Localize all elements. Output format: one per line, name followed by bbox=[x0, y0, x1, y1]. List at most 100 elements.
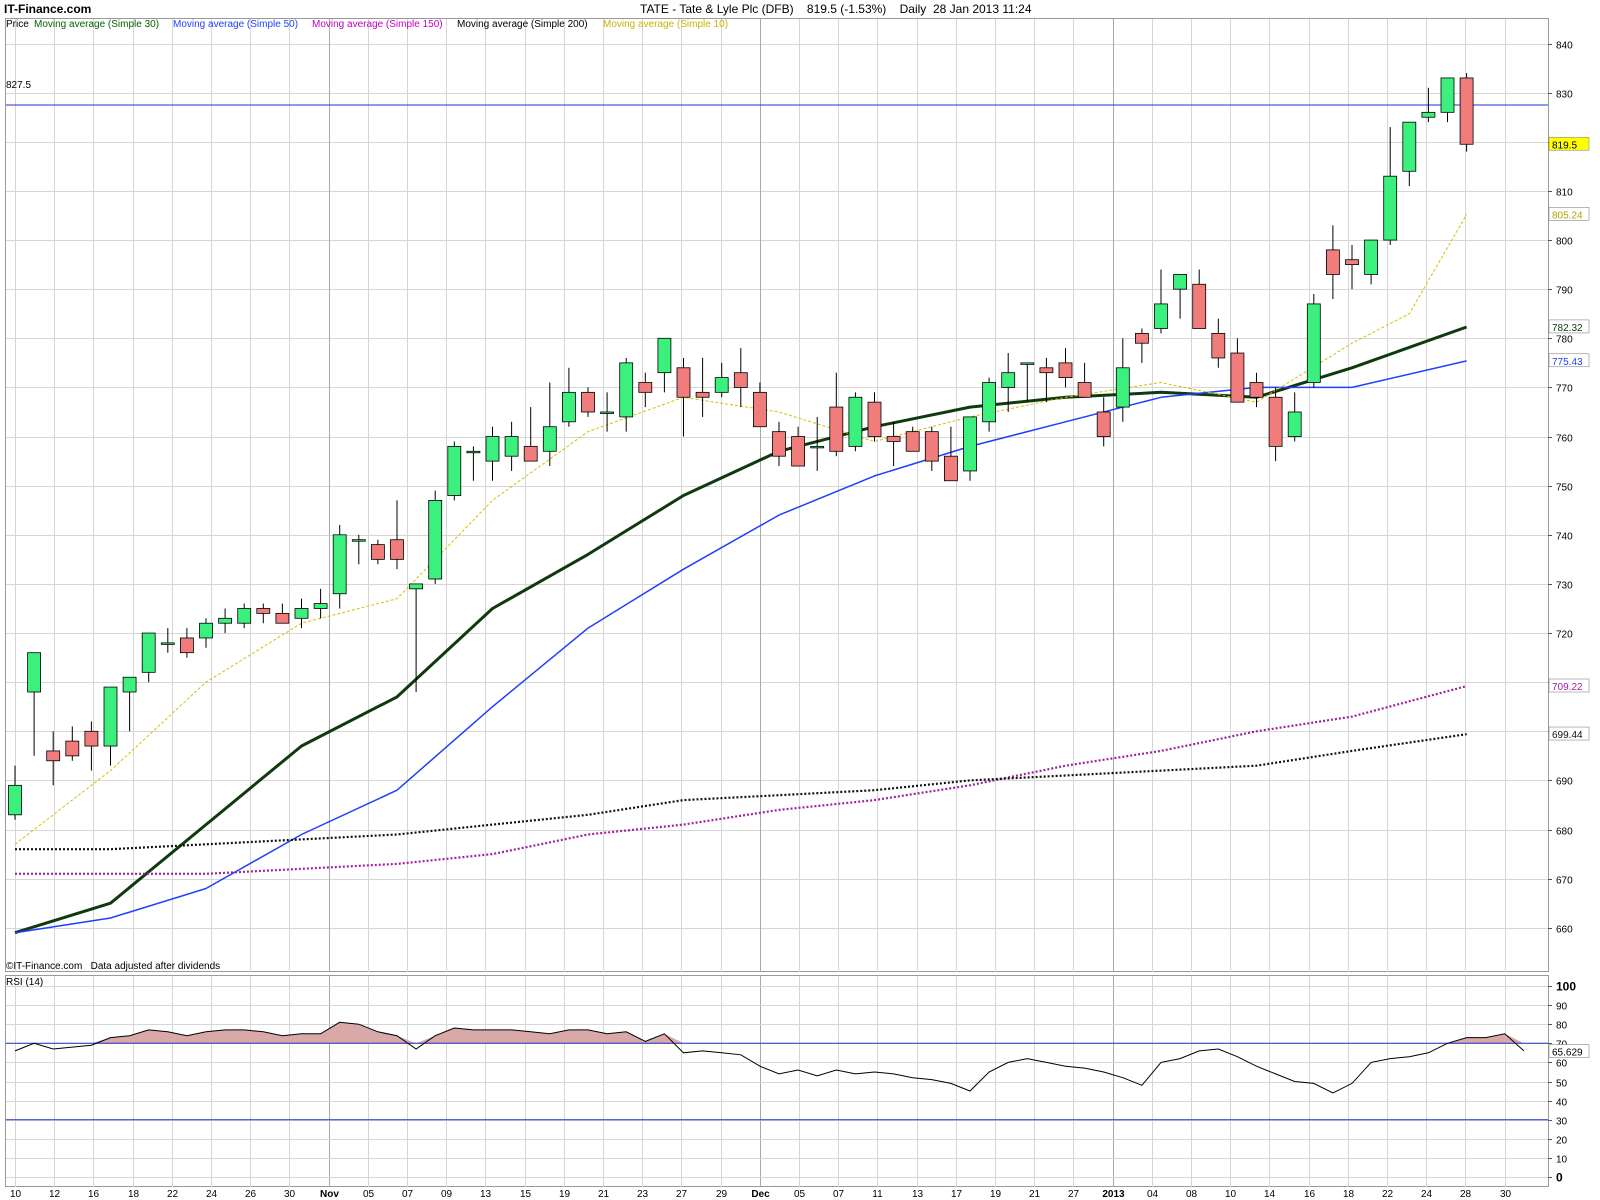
candle bbox=[600, 392, 614, 432]
candle bbox=[1096, 397, 1111, 447]
candle-body-up bbox=[619, 362, 634, 418]
candle bbox=[867, 392, 882, 442]
candle bbox=[1230, 338, 1245, 403]
x-tick-label: 05 bbox=[363, 1189, 375, 1200]
candle bbox=[256, 603, 271, 624]
price-tick-label: 720 bbox=[1556, 630, 1573, 641]
rsi-value-tag-label: 65.629 bbox=[1552, 1048, 1583, 1059]
candle-body-down bbox=[1249, 382, 1264, 398]
candle-body-up bbox=[1020, 362, 1035, 365]
candle-body-up bbox=[1154, 303, 1168, 329]
candle-body-down bbox=[1268, 396, 1283, 447]
candle bbox=[695, 357, 710, 417]
x-tick-label: 22 bbox=[1382, 1189, 1394, 1200]
candle bbox=[638, 372, 653, 408]
candle bbox=[390, 500, 404, 570]
ma-value-tag-label: 775.43 bbox=[1552, 357, 1583, 368]
candle bbox=[848, 392, 863, 452]
candle-body-down bbox=[1077, 382, 1092, 398]
legend-ma30: Moving average (Simple 30) bbox=[34, 19, 159, 30]
candle-body-down bbox=[772, 431, 786, 457]
legend-ma50: Moving average (Simple 50) bbox=[173, 19, 298, 30]
candle-body-up bbox=[1306, 303, 1321, 383]
candle-body-up bbox=[122, 676, 137, 693]
price-tick-label: 690 bbox=[1556, 777, 1573, 788]
candle bbox=[714, 362, 729, 398]
candle bbox=[619, 357, 634, 432]
x-tick-label: 29 bbox=[716, 1189, 728, 1200]
candle bbox=[447, 441, 462, 501]
ma200-line bbox=[15, 733, 1467, 851]
candle-body-up bbox=[199, 622, 213, 639]
candle-body-down bbox=[867, 401, 882, 437]
candle-body-up bbox=[141, 632, 156, 673]
x-axis: 10 12 16 18 22 24 26 30 Nov 05 07 09 13 15 19 21 23 27 29 D… bbox=[10, 1189, 1512, 1200]
candle bbox=[1058, 348, 1073, 388]
x-tick-label: 05 bbox=[794, 1189, 806, 1200]
candle-body-up bbox=[810, 445, 825, 449]
candle bbox=[523, 407, 538, 462]
x-tick-label: 24 bbox=[1421, 1189, 1433, 1200]
rsi-tick-label: 60 bbox=[1556, 1059, 1568, 1070]
candle bbox=[1268, 387, 1283, 462]
candle-body-up bbox=[1421, 111, 1436, 118]
x-tick-label: 10 bbox=[10, 1189, 22, 1200]
candle-body-down bbox=[390, 539, 404, 560]
candle-body-up bbox=[160, 642, 175, 645]
price-tick-label: 760 bbox=[1556, 434, 1573, 445]
candle-body-up bbox=[332, 534, 347, 595]
moving-average-lines bbox=[14, 214, 1468, 935]
price-tick-label: 840 bbox=[1556, 41, 1573, 52]
candle bbox=[944, 426, 958, 482]
candle bbox=[924, 426, 939, 471]
candle-body-down bbox=[370, 544, 385, 560]
candle bbox=[1192, 269, 1207, 329]
ma150-line bbox=[15, 685, 1467, 875]
x-tick-label: 13 bbox=[480, 1189, 492, 1200]
candle-body-down bbox=[1192, 283, 1207, 329]
candle bbox=[829, 372, 844, 457]
x-tick-label: 11 bbox=[872, 1189, 883, 1200]
candle bbox=[1001, 353, 1016, 412]
candle bbox=[1135, 328, 1149, 363]
x-tick-label: 10 bbox=[1225, 1189, 1237, 1200]
x-tick-label: 07 bbox=[402, 1189, 414, 1200]
candle bbox=[772, 421, 786, 467]
ma-value-tag bbox=[1548, 319, 1590, 334]
candle bbox=[141, 632, 156, 683]
candle-body-down bbox=[1326, 249, 1340, 275]
x-tick-label: 21 bbox=[598, 1189, 610, 1200]
candle bbox=[65, 726, 80, 761]
candle bbox=[1154, 269, 1168, 334]
candle-body-down bbox=[886, 436, 901, 442]
candle-body-up bbox=[1440, 77, 1455, 113]
candle-body-down bbox=[46, 750, 61, 762]
candle bbox=[27, 652, 42, 756]
legend-ma200: Moving average (Simple 200) bbox=[457, 19, 588, 30]
x-tick-label: 04 bbox=[1147, 1189, 1159, 1200]
price-panel-frame bbox=[5, 18, 1549, 972]
x-tick-label: 30 bbox=[1500, 1189, 1512, 1200]
candle-body-down bbox=[1459, 77, 1474, 145]
candle bbox=[1211, 318, 1226, 368]
candle bbox=[332, 524, 347, 609]
candle bbox=[1173, 274, 1187, 319]
rsi-tick-label: 10 bbox=[1556, 1155, 1568, 1166]
candle-body-up bbox=[1001, 372, 1016, 388]
candle-body-down bbox=[638, 382, 653, 393]
candle-body-up bbox=[504, 436, 519, 457]
candle-body-up bbox=[409, 583, 424, 590]
candle bbox=[886, 421, 901, 467]
candle bbox=[753, 382, 767, 428]
candle-body-down bbox=[1058, 362, 1073, 379]
candle bbox=[1115, 338, 1130, 422]
candle-body-down bbox=[905, 431, 920, 452]
chart-title: TATE - Tate & Lyle Plc (DFB) 819.5 (-1.5… bbox=[640, 2, 1032, 16]
candle bbox=[1077, 362, 1092, 398]
data-footnote: ©IT-Finance.com Data adjusted after divi… bbox=[6, 961, 220, 972]
candle bbox=[1249, 372, 1264, 408]
x-tick-label: 17 bbox=[951, 1189, 963, 1200]
ma-value-tag bbox=[1548, 353, 1590, 368]
candle-body-down bbox=[829, 406, 844, 452]
candle-body-up bbox=[562, 391, 576, 423]
